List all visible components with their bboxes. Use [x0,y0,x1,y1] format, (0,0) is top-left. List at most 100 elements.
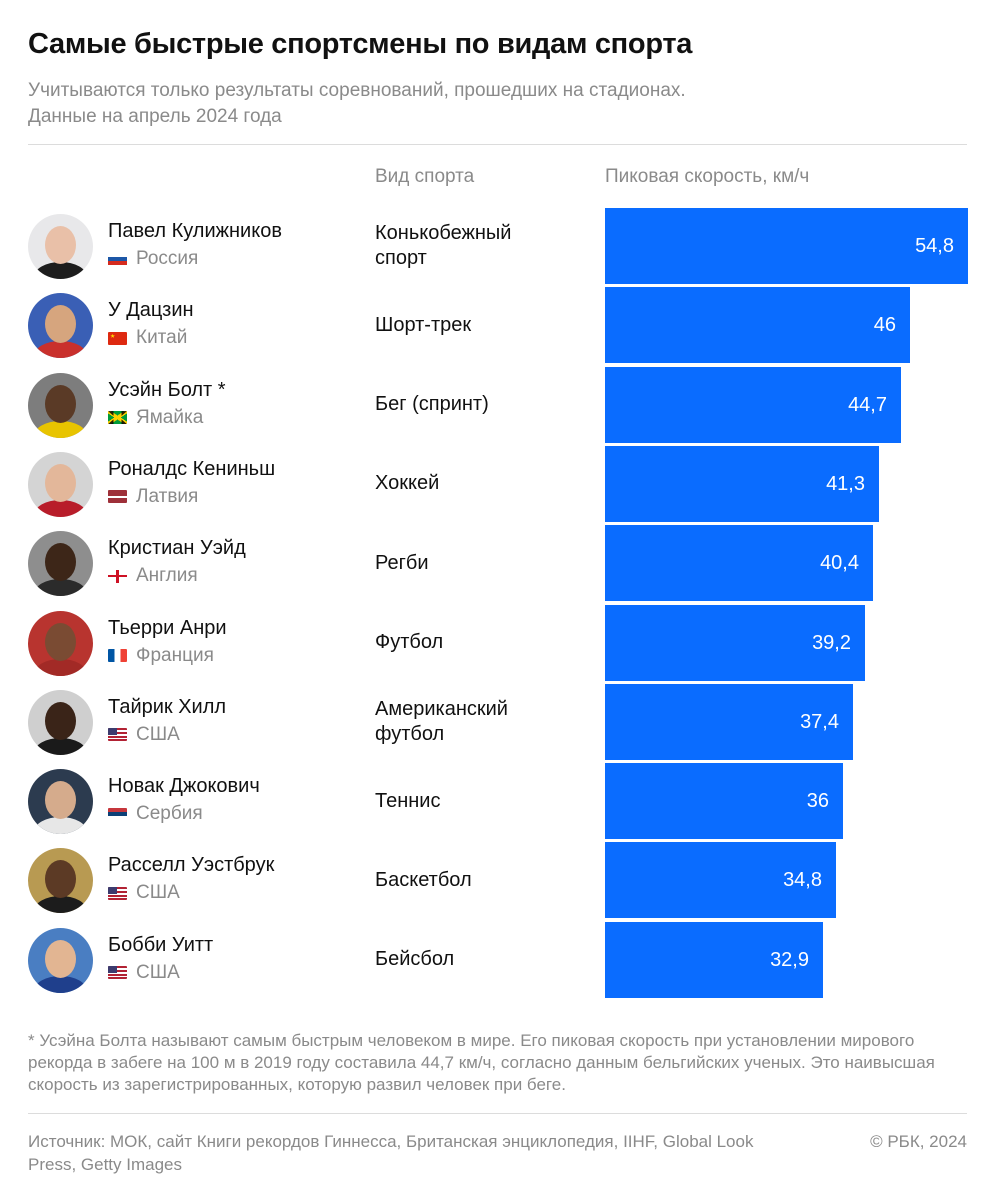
subtitle-line-2: Данные на апрель 2024 года [28,106,282,127]
sport-label: Американский футбол [375,697,508,745]
sport-name: Теннис [375,763,575,839]
athlete-country: Франция [108,645,214,667]
table-row: Роналдс Кениньш Латвия Хоккей 41,3 [0,445,995,522]
athlete-country: Англия [108,565,198,587]
athlete-country: США [108,882,180,904]
sport-name: Футбол [375,605,575,681]
speed-value-label: 39,2 [812,631,851,654]
athlete-name: Кристиан Уэйд [108,537,246,560]
country-name: Англия [136,565,198,587]
athlete-country: США [108,724,180,746]
footnote: * Усэйна Болта называют самым быстрым че… [28,1031,935,1094]
speed-value-label: 54,8 [915,235,954,257]
sport-name: Регби [375,525,575,601]
speed-bar: 44,7 [605,366,901,443]
table-row: У Дацзин Китай Шорт-трек 46 [0,287,995,364]
athlete-country: Россия [108,248,198,270]
athlete-photo [28,293,93,359]
sport-name: Шорт-трек [375,287,575,363]
athlete-name: Роналдс Кениньш [108,457,276,480]
england-flag-icon [108,569,127,583]
sport-label: Хоккей [375,472,440,495]
athlete-photo [28,689,93,755]
country-name: Франция [136,644,214,666]
column-header-speed: Пиковая скорость, км/ч [605,166,810,187]
sport-name: Американский футбол [375,684,575,760]
sport-label: Баскетбол [375,868,472,891]
sport-name: Конькобежный спорт [375,208,575,284]
athlete-photo [28,769,93,835]
athlete-name: Новак Джокович [108,775,260,798]
athlete-country: Китай [108,327,187,349]
speed-value-label: 32,9 [770,948,809,971]
athlete-name: Тайрик Хилл [108,695,227,718]
speed-bar: 39,2 [605,604,865,681]
country-name: Латвия [136,485,199,507]
table-row: Бобби Уитт США Бейсбол 32,9 [0,921,995,998]
sport-label: Шорт-трек [375,313,472,336]
usa-flag-icon [108,886,127,900]
athlete-photo [28,531,93,597]
chart-subtitle: Учитываются только результаты соревнован… [28,78,928,130]
sport-label: Бег (спринт) [375,393,489,416]
france-flag-icon [108,649,127,662]
athlete-name: Тьерри Анри [108,616,227,639]
chart-title: Самые быстрые спортсмены по видам спорта [28,28,693,60]
country-name: Сербия [136,803,203,825]
bottom-divider [28,1113,967,1114]
table-row: Усэйн Болт * Ямайка Бег (спринт) 44,7 [0,366,995,443]
table-row: Тайрик Хилл США Американский футбол 37,4 [0,683,995,760]
speed-bar: 36 [605,763,843,840]
athlete-name: Усэйн Болт * [108,378,226,401]
country-name: США [136,723,180,745]
source-note: Источник: МОК, сайт Книги рекордов Гинне… [28,1132,754,1174]
speed-value-label: 41,3 [826,472,865,495]
country-name: Россия [136,248,199,269]
athlete-name: Павел Кулижников [108,220,282,242]
table-row: Расселл Уэстбрук США Баскетбол 34,8 [0,842,995,919]
country-name: Ямайка [136,406,204,428]
table-row: Павел Кулижников Россия Конькобежный спорт… [0,208,995,284]
athlete-photo [28,610,93,676]
sport-label: Футбол [375,631,444,653]
athlete-country: Ямайка [108,407,203,429]
speed-bar: 40,4 [605,525,873,602]
sport-label: Конькобежный спорт [375,222,512,269]
speed-value-label: 44,7 [848,393,887,416]
country-name: Китай [136,327,188,349]
sport-label: Теннис [375,789,441,812]
subtitle-line-1: Учитываются только результаты соревнован… [28,80,686,101]
athlete-name: У Дацзин [108,299,194,322]
speed-bar: 41,3 [605,445,879,522]
speed-bar: 54,8 [605,208,968,284]
table-row: Новак Джокович Сербия Теннис 36 [0,763,995,840]
serbia-flag-icon [108,807,127,821]
sport-name: Хоккей [375,446,575,522]
athlete-photo [28,451,93,517]
speed-bar: 34,8 [605,842,836,919]
speed-value-label: 40,4 [820,552,859,575]
top-divider [28,144,967,145]
country-name: США [136,961,180,983]
speed-bar: 32,9 [605,921,823,998]
usa-flag-icon [108,728,127,742]
speed-value-label: 37,4 [800,710,839,733]
table-row: Тьерри Анри Франция Футбол 39,2 [0,604,995,681]
athlete-name: Расселл Уэстбрук [108,854,275,877]
table-row: Кристиан Уэйд Англия Регби 40,4 [0,525,995,602]
athlete-photo [28,214,93,279]
china-flag-icon [108,331,127,345]
speed-value-label: 34,8 [783,869,822,892]
sport-label: Бейсбол [375,948,455,971]
latvia-flag-icon [108,490,127,504]
athlete-country: США [108,962,180,984]
column-header-sport: Вид спорта [375,166,475,187]
athlete-country: Сербия [108,803,203,825]
jamaica-flag-icon [108,411,127,425]
sport-name: Бейсбол [375,922,575,998]
speed-value-label: 46 [873,314,896,337]
athlete-country: Латвия [108,486,198,508]
sport-name: Баскетбол [375,842,575,918]
copyright: © РБК, 2024 [870,1132,967,1151]
country-name: США [136,882,180,904]
